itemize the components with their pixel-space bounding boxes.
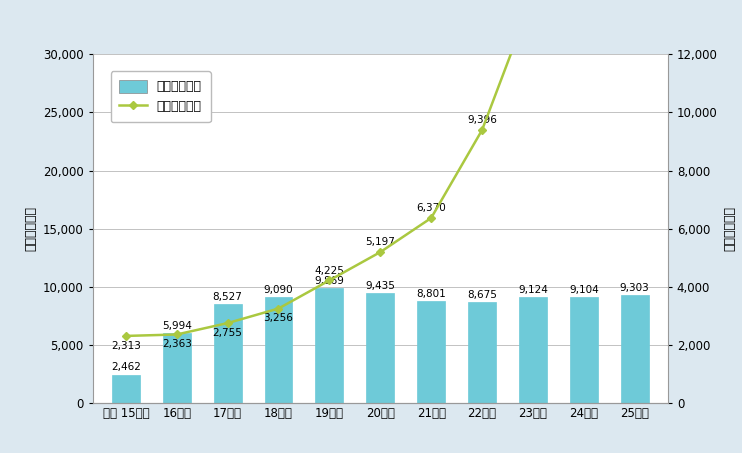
Text: 6,370: 6,370 <box>416 203 446 213</box>
Text: 9,869: 9,869 <box>315 276 344 286</box>
Legend: 特許出願件数, 特許保有件数: 特許出願件数, 特許保有件数 <box>111 71 211 122</box>
Text: 9,124: 9,124 <box>518 285 548 295</box>
Text: 9,396: 9,396 <box>467 116 497 125</box>
Text: 4,225: 4,225 <box>315 266 344 276</box>
Bar <box>162 333 191 403</box>
Y-axis label: （保有件数）: （保有件数） <box>723 206 736 251</box>
Text: 9,303: 9,303 <box>620 283 649 293</box>
Bar <box>621 295 649 403</box>
Text: 2,363: 2,363 <box>162 339 191 349</box>
Bar <box>417 301 445 403</box>
Bar <box>367 294 394 403</box>
Text: 2,755: 2,755 <box>213 328 243 338</box>
Text: 8,527: 8,527 <box>213 292 243 302</box>
Text: 8,675: 8,675 <box>467 290 497 300</box>
Bar <box>315 289 344 403</box>
Text: 3,256: 3,256 <box>263 313 293 323</box>
Bar <box>570 297 598 403</box>
Text: 9,090: 9,090 <box>263 285 293 295</box>
Bar <box>519 297 547 403</box>
Text: 5,994: 5,994 <box>162 321 191 332</box>
Bar <box>112 375 139 403</box>
Text: 2,313: 2,313 <box>111 341 141 351</box>
Bar <box>468 302 496 403</box>
Text: 8,801: 8,801 <box>416 289 446 299</box>
Text: 5,197: 5,197 <box>365 237 395 247</box>
Text: 9,435: 9,435 <box>365 281 395 291</box>
Y-axis label: （出願件数）: （出願件数） <box>24 206 37 251</box>
Text: 9,104: 9,104 <box>569 285 599 295</box>
Bar <box>214 304 242 403</box>
Text: 2,462: 2,462 <box>111 362 141 372</box>
Bar <box>264 298 292 403</box>
